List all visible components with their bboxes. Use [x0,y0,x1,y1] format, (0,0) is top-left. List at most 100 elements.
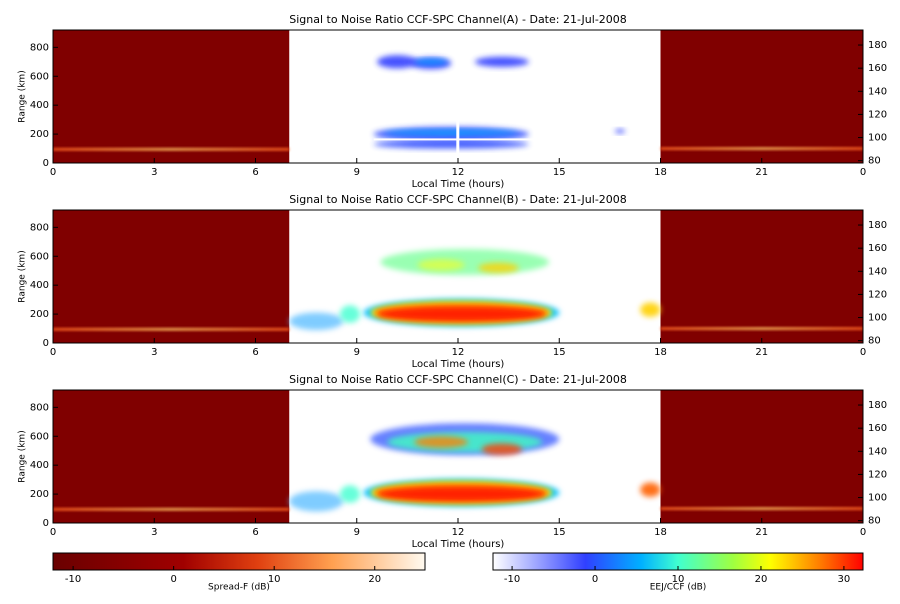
y2-tick-label: 120 [868,109,887,120]
echo-region [481,443,523,456]
x-tick-label: 0 [860,347,866,358]
y-tick-label: 200 [30,489,49,500]
x-tick-label: 0 [50,167,56,178]
x-tick-label: 18 [654,527,667,538]
x-tick-label: 3 [151,347,157,358]
x-tick-label: 12 [452,347,465,358]
y2-tick-label: 140 [868,446,887,457]
y-axis-label: Range (km) [18,430,28,482]
x-tick-label: 0 [860,527,866,538]
y-axis-label: Range (km) [18,70,28,122]
y-tick-label: 800 [30,402,49,413]
x-axis-label: Local Time (hours) [412,179,505,190]
x-tick-label: 12 [452,527,465,538]
echo-region [478,262,519,273]
echo-region [289,312,344,330]
y2-tick-label: 160 [868,243,887,254]
colorbar-tick-label: 30 [838,574,851,585]
echo-region [614,129,626,134]
colorbar-tick-label: 0 [170,574,176,585]
y-tick-label: 0 [43,338,49,349]
echo-region [417,259,465,271]
y2-tick-label: 180 [868,400,887,411]
spread-f-trace [660,507,863,511]
colorbar-tick-label: -10 [65,574,81,585]
echo-region [339,485,361,503]
y2-tick-label: 180 [868,40,887,51]
echo-region [640,302,661,317]
y2-tick-label: 80 [868,156,881,167]
panel-title: Signal to Noise Ratio CCF-SPC Channel(B)… [289,193,627,206]
heatmap [53,210,863,343]
colorbar-tick-label: 10 [672,574,685,585]
echo-region [380,249,550,276]
panel: Signal to Noise Ratio CCF-SPC Channel(C)… [18,373,888,550]
x-tick-label: 9 [354,527,360,538]
panel-title: Signal to Noise Ratio CCF-SPC Channel(C)… [289,373,627,386]
x-tick-label: 0 [860,167,866,178]
colorbar-label: EEJ/CCF (dB) [650,583,707,593]
y-tick-label: 600 [30,431,49,442]
colorbar-tick-label: -10 [504,574,520,585]
echo-region [383,130,519,136]
heatmap [53,30,863,163]
x-tick-label: 3 [151,167,157,178]
y2-tick-label: 140 [868,266,887,277]
y2-tick-label: 160 [868,63,887,74]
y2-tick-label: 140 [868,86,887,97]
x-tick-label: 0 [50,347,56,358]
spread-f-trace [53,147,290,151]
echo-region [377,486,546,502]
x-tick-label: 3 [151,527,157,538]
x-tick-label: 6 [252,347,258,358]
gap [373,138,536,141]
panel: Signal to Noise Ratio CCF-SPC Channel(B)… [18,193,888,370]
x-tick-label: 12 [452,167,465,178]
colorbar-tick-label: 10 [268,574,281,585]
echo-region [377,55,418,69]
y-tick-label: 600 [30,71,49,82]
spread-f-trace [53,327,290,331]
spread-f-trace [660,327,863,331]
echo-region [414,58,448,65]
colorbar [52,552,426,571]
y2-tick-label: 120 [868,469,887,480]
x-tick-label: 21 [755,347,768,358]
colorbar-tick-label: 0 [592,574,598,585]
x-tick-label: 9 [354,167,360,178]
y2-tick-label: 100 [868,493,887,504]
echo-region [377,306,546,322]
y-tick-label: 200 [30,309,49,320]
y2-tick-label: 100 [868,133,887,144]
x-tick-label: 15 [553,527,566,538]
panel: Signal to Noise Ratio CCF-SPC Channel(A)… [18,13,888,190]
echo-region [289,491,344,512]
colorbar-tick-label: 20 [755,574,768,585]
x-tick-label: 21 [755,167,768,178]
heatmap [53,390,863,523]
x-tick-label: 15 [553,167,566,178]
y-tick-label: 400 [30,460,49,471]
echo-region [474,56,529,67]
y-axis-label: Range (km) [18,250,28,302]
panel-title: Signal to Noise Ratio CCF-SPC Channel(A)… [289,13,627,26]
spread-f-trace [660,147,863,151]
echo-region [339,305,361,323]
colorbar-tick-label: 20 [368,574,381,585]
y2-tick-label: 80 [868,516,881,527]
y-tick-label: 400 [30,100,49,111]
x-tick-label: 21 [755,527,768,538]
y-tick-label: 0 [43,518,49,529]
x-tick-label: 9 [354,347,360,358]
y2-tick-label: 160 [868,423,887,434]
y-tick-label: 600 [30,251,49,262]
echo-region [373,139,529,149]
x-axis-label: Local Time (hours) [412,359,505,370]
x-tick-label: 18 [654,347,667,358]
x-axis-label: Local Time (hours) [412,539,505,550]
y-tick-label: 0 [43,158,49,169]
colorbar-label: Spread-F (dB) [208,583,270,593]
y2-tick-label: 120 [868,289,887,300]
y-tick-label: 200 [30,129,49,140]
